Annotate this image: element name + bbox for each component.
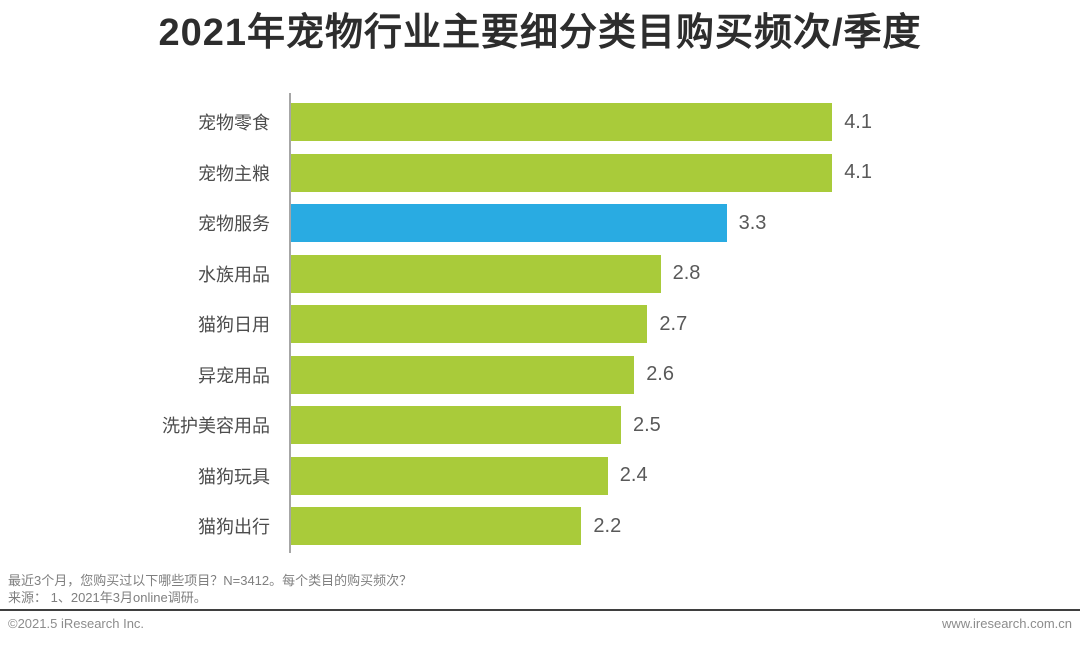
chart-title: 2021年宠物行业主要细分类目购买频次/季度 xyxy=(158,12,922,54)
bar xyxy=(291,355,635,394)
source-note: 来源： 1、2021年3月online调研。 xyxy=(8,590,207,605)
bar-row: 猫狗日用 2.7 xyxy=(0,305,1080,343)
bar xyxy=(291,153,833,192)
category-label: 猫狗出行 xyxy=(198,517,270,537)
bar-row: 洗护美容用品 2.5 xyxy=(0,406,1080,444)
survey-note: 最近3个月，您购买过以下哪些项目？N=3412。每个类目的购买频次？ xyxy=(8,573,413,588)
y-axis-line xyxy=(289,93,291,553)
bar xyxy=(291,456,608,495)
bar-row: 异宠用品 2.6 xyxy=(0,355,1080,394)
value-label: 2.5 xyxy=(633,413,661,436)
category-label: 水族用品 xyxy=(198,264,270,285)
bar-row: 水族用品 2.8 xyxy=(0,254,1080,293)
copyright-text: ©2021.5 iResearch Inc. xyxy=(8,616,145,631)
bar-row: 宠物服务 3.3 xyxy=(0,204,1080,242)
value-label: 4.1 xyxy=(844,110,872,133)
bar xyxy=(291,103,833,141)
category-label: 猫狗日用 xyxy=(198,315,270,335)
bar-row: 猫狗玩具 2.4 xyxy=(0,456,1080,495)
bar xyxy=(291,507,582,545)
category-label: 宠物零食 xyxy=(198,113,270,133)
value-label: 2.7 xyxy=(659,312,688,335)
bar xyxy=(291,204,727,242)
category-label: 洗护美容用品 xyxy=(162,416,270,436)
value-label: 2.6 xyxy=(646,363,674,385)
bar xyxy=(291,254,661,293)
bar-row: 宠物主粮 4.1 xyxy=(0,153,1080,192)
category-label: 异宠用品 xyxy=(198,365,270,386)
bar-row: 猫狗出行 2.2 xyxy=(0,507,1080,545)
footer-bar: ©2021.5 iResearch Inc. www.iresearch.com… xyxy=(8,616,1072,631)
footer-divider xyxy=(0,609,1080,611)
website-text: www.iresearch.com.cn xyxy=(941,616,1072,631)
bar xyxy=(291,305,648,343)
value-label: 3.3 xyxy=(738,211,767,234)
category-label: 宠物服务 xyxy=(198,214,270,234)
bar-chart: 宠物零食 4.1 宠物主粮 4.1 宠物服务 3.3 水族用品 2.8 猫狗日用 2.7 异宠用品 2… xyxy=(0,93,1080,553)
bar-row: 宠物零食 4.1 xyxy=(0,103,1080,141)
bar xyxy=(291,406,621,444)
value-label: 2.8 xyxy=(672,262,701,284)
bar-rows: 宠物零食 4.1 宠物主粮 4.1 宠物服务 3.3 水族用品 2.8 猫狗日用 2.7 异宠用品 2… xyxy=(0,103,1080,558)
value-label: 4.1 xyxy=(844,161,872,183)
value-label: 2.4 xyxy=(619,464,648,486)
category-label: 猫狗玩具 xyxy=(198,466,270,487)
category-label: 宠物主粮 xyxy=(198,163,270,184)
value-label: 2.2 xyxy=(593,514,622,537)
